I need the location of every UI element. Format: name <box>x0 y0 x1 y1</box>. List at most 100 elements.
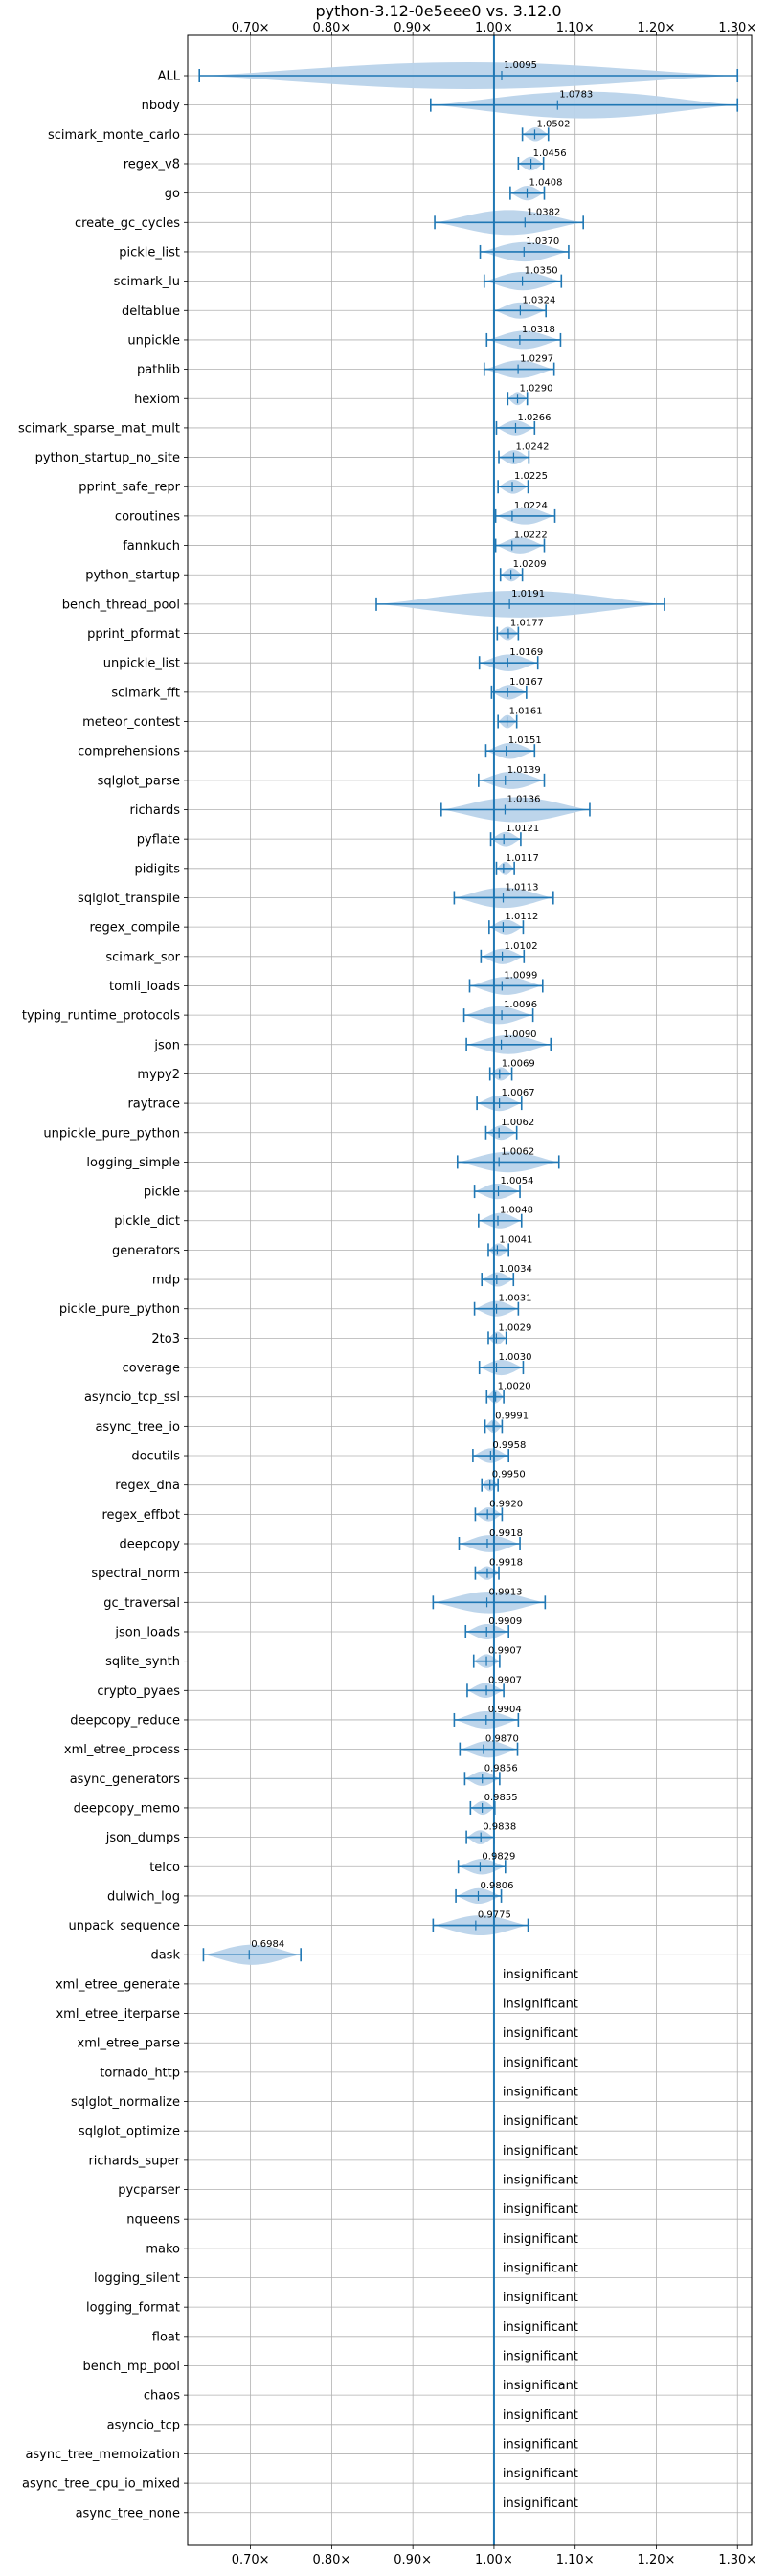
y-tick-label: chaos <box>144 2389 180 2404</box>
x-tick-label-bottom: 1.00× <box>475 2553 513 2567</box>
violin-value-label: 1.0090 <box>504 1029 537 1040</box>
y-tick-label: logging_silent <box>94 2271 180 2286</box>
insignificant-label: insignificant <box>503 2291 578 2305</box>
y-tick-label: bench_thread_pool <box>62 598 180 612</box>
x-tick-label-top: 0.80× <box>312 21 350 35</box>
y-tick-label: dulwich_log <box>107 1889 180 1904</box>
insignificant-label: insignificant <box>503 2026 578 2041</box>
y-tick-label: pprint_pformat <box>87 627 180 642</box>
violin-value-label: 1.0034 <box>499 1264 532 1275</box>
x-tick-label-top: 0.90× <box>394 21 432 35</box>
violin-value-label: 1.0030 <box>498 1352 531 1363</box>
y-tick-label: meteor_contest <box>82 715 180 730</box>
violin-value-label: 0.9950 <box>492 1470 526 1480</box>
violin-value-label: 1.0224 <box>514 501 548 511</box>
x-tick-label-top: 1.30× <box>718 21 756 35</box>
insignificant-label: insignificant <box>503 2232 578 2247</box>
violin-value-label: 0.9856 <box>484 1763 518 1774</box>
violin-value-label: 1.0191 <box>511 589 545 599</box>
plot-frame <box>187 34 753 2546</box>
violin-value-label: 1.0112 <box>505 912 538 922</box>
insignificant-label: insignificant <box>503 1968 578 1982</box>
violin-value-label: 1.0177 <box>510 619 544 629</box>
violin-value-label: 0.9838 <box>483 1822 516 1833</box>
violin-value-label: 1.0054 <box>501 1176 534 1186</box>
y-tick-label: deepcopy_reduce <box>70 1713 180 1728</box>
y-tick-label: pickle_dict <box>114 1214 180 1229</box>
y-tick-label: logging_format <box>86 2301 180 2316</box>
insignificant-label: insignificant <box>503 2497 578 2511</box>
violin-value-label: 1.0096 <box>504 1000 537 1010</box>
violin-value-label: 0.9806 <box>480 1881 513 1891</box>
violin-value-label: 1.0117 <box>506 853 539 864</box>
y-tick-label: sqlite_synth <box>105 1655 180 1669</box>
y-tick-label: float <box>152 2330 180 2344</box>
violin-value-label: 0.9904 <box>488 1705 522 1715</box>
violin-value-label: 1.0290 <box>520 383 553 394</box>
violin-value-label: 1.0069 <box>502 1058 535 1069</box>
y-tick-label: logging_simple <box>86 1156 180 1170</box>
y-tick-label: fannkuch <box>123 539 180 554</box>
violin-value-label: 1.0382 <box>527 207 560 217</box>
violin-value-label: 1.0161 <box>509 707 543 717</box>
y-tick-label: scimark_sor <box>105 950 180 964</box>
insignificant-label: insignificant <box>503 2114 578 2129</box>
y-tick-label: pickle_pure_python <box>59 1302 180 1317</box>
violin-value-label: 1.0225 <box>514 471 548 482</box>
y-tick-label: xml_etree_parse <box>78 2037 180 2051</box>
violin-value-label: 1.0139 <box>507 765 541 776</box>
y-tick-label: deepcopy <box>119 1538 180 1552</box>
y-tick-label: pidigits <box>135 862 181 876</box>
violin-value-label: 1.0062 <box>501 1118 534 1128</box>
y-tick-label: unpickle_list <box>103 657 180 671</box>
y-tick-label: regex_effbot <box>101 1508 180 1523</box>
violin-value-label: 1.0029 <box>498 1322 531 1333</box>
y-tick-label: regex_compile <box>89 921 180 936</box>
violin-value-label: 1.0502 <box>536 119 570 129</box>
insignificant-label: insignificant <box>503 2203 578 2217</box>
y-tick-label: dask <box>150 1949 180 1963</box>
y-tick-label: go <box>165 187 180 201</box>
y-tick-label: ALL <box>158 70 181 84</box>
insignificant-label: insignificant <box>503 2086 578 2100</box>
insignificant-label: insignificant <box>503 2174 578 2188</box>
x-tick-label-top: 1.20× <box>638 21 676 35</box>
violin-value-label: 1.0297 <box>520 354 553 365</box>
violin-value-label: 1.0102 <box>505 941 538 952</box>
violin-value-label: 1.0167 <box>509 677 543 688</box>
violin-value-label: 1.0318 <box>522 325 555 335</box>
violin-value-label: 1.0456 <box>533 148 567 159</box>
y-tick-label: create_gc_cycles <box>75 216 180 231</box>
insignificant-label: insignificant <box>503 2056 578 2070</box>
y-tick-label: scimark_fft <box>111 686 180 700</box>
x-tick-label-top: 1.00× <box>475 21 513 35</box>
violin-value-label: 0.6984 <box>251 1939 284 1950</box>
insignificant-label: insignificant <box>503 2467 578 2481</box>
y-tick-label: mako <box>146 2242 180 2256</box>
violin-value-label: 0.9775 <box>478 1910 511 1921</box>
violin-value-label: 1.0151 <box>508 735 542 746</box>
violin-value-label: 0.9918 <box>489 1558 523 1569</box>
label-layer: 0.70× 0.70× 0.80× 0.80× 0.90× 0.90× 1.00× 1.00×… <box>18 21 756 2567</box>
y-tick-label: sqlglot_optimize <box>79 2125 180 2139</box>
violin-value-label: 1.0067 <box>502 1088 535 1098</box>
violin-value-label: 1.0048 <box>500 1206 533 1216</box>
y-tick-label: async_tree_memoization <box>25 2448 180 2462</box>
y-tick-label: pickle <box>144 1186 180 1200</box>
y-tick-label: gc_traversal <box>103 1596 180 1611</box>
y-tick-label: mypy2 <box>137 1068 180 1082</box>
y-tick-label: pprint_safe_repr <box>79 481 180 495</box>
violin-value-label: 1.0324 <box>522 295 555 305</box>
y-tick-label: unpickle_pure_python <box>43 1126 180 1141</box>
insignificant-label: insignificant <box>503 2379 578 2393</box>
x-tick-label-bottom: 1.10× <box>556 2553 595 2567</box>
y-tick-label: typing_runtime_protocols <box>22 1009 180 1024</box>
violin-value-label: 1.0783 <box>559 90 593 101</box>
y-tick-label: docutils <box>131 1450 180 1464</box>
violin-value-label: 1.0031 <box>499 1294 532 1304</box>
y-tick-label: deltablue <box>122 305 180 319</box>
y-tick-label: json <box>153 1038 180 1052</box>
violin-value-label: 1.0020 <box>498 1382 531 1392</box>
y-tick-label: xml_etree_process <box>64 1743 180 1757</box>
